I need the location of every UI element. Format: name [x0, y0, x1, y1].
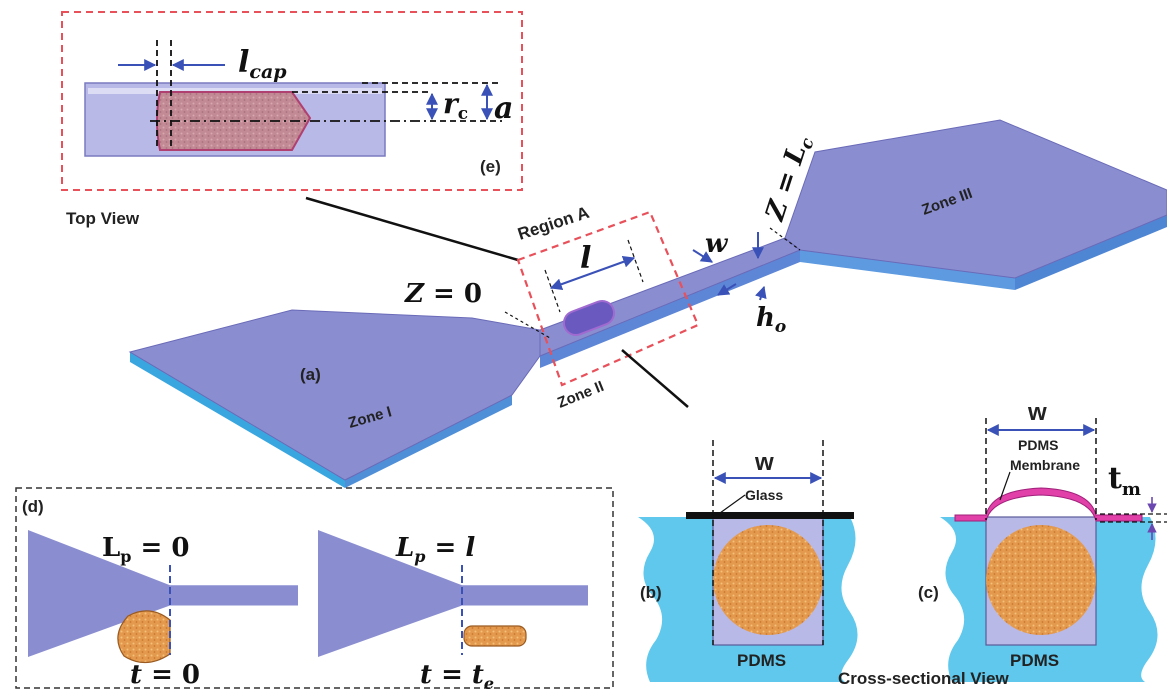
l-label: l — [580, 241, 591, 276]
w-label-b: w — [754, 449, 774, 476]
panel-a: Region A l Z = 0 Z = Lc w ho Zone I Zone… — [128, 119, 1167, 488]
panel-d: (d) Lp = 0 t = 0 Lp = l t = te — [15, 487, 614, 691]
panel-b-label: (b) — [640, 583, 662, 602]
glass-slide — [686, 512, 854, 519]
zone2-side-face — [540, 250, 800, 368]
w-arrow-left — [692, 249, 714, 263]
particle-te — [463, 625, 527, 647]
panel-c-label: (c) — [918, 583, 939, 602]
zlc-guide — [769, 227, 801, 251]
panel-a-label: (a) — [300, 365, 321, 384]
glass-pointer — [719, 494, 746, 514]
panel-d-label: (d) — [22, 497, 44, 516]
funnel-left — [28, 530, 298, 657]
zone3-top-face — [784, 119, 1167, 279]
lpl-label: Lp = l — [395, 533, 475, 566]
cross-section-caption: Cross-sectional View — [838, 669, 1009, 688]
panel-c: w PDMS Membrane tm PDMS (c) — [918, 399, 1167, 682]
funnel-right — [318, 530, 588, 657]
w-label: w — [705, 229, 729, 259]
t0-label: t = 0 — [130, 660, 200, 690]
l-guide-right — [627, 239, 644, 283]
membrane-pointer — [999, 471, 1011, 501]
h0-arrow-down — [716, 283, 737, 296]
particle-t0 — [117, 610, 171, 664]
pdms-label-b: PDMS — [737, 651, 786, 670]
a-label: a — [494, 91, 513, 126]
h0-label: ho — [756, 303, 786, 337]
panel-e-frame — [61, 11, 523, 191]
panel-b: w Glass PDMS (b) — [638, 440, 858, 682]
h0-arrow-up — [755, 285, 767, 301]
lp0-label: Lp = 0 — [102, 533, 189, 566]
zoom-line-lower — [621, 349, 689, 408]
zone3-side-face — [1015, 215, 1167, 290]
zone3-front-face — [800, 250, 1015, 290]
te-label: t = te — [420, 660, 494, 691]
zone1-side-face — [345, 395, 512, 488]
tm-label: tm — [1108, 461, 1141, 500]
l-cap-label: lcap — [238, 45, 287, 83]
panel-d-frame — [15, 487, 614, 689]
rc-label: rc — [443, 87, 468, 124]
panel-e-label: (e) — [480, 157, 501, 176]
l-guide-left — [544, 269, 561, 313]
w-label-c: w — [1027, 399, 1047, 426]
region-a-box — [516, 210, 700, 387]
zoom-line-upper — [305, 196, 519, 262]
top-view-caption: Top View — [66, 209, 140, 228]
particle-c — [986, 525, 1096, 635]
particle-b — [713, 525, 823, 635]
z0-label: Z = 0 — [404, 279, 482, 309]
membrane-label-line1: PDMS — [1018, 437, 1058, 453]
pdms-label-c: PDMS — [1010, 651, 1059, 670]
l-arrow — [549, 256, 636, 290]
channel-particle — [562, 299, 616, 337]
zone1-front-face — [130, 352, 345, 488]
panel-e: lcap rc a (e) Top View — [61, 11, 523, 262]
z0-guide — [504, 311, 551, 339]
glass-label: Glass — [745, 487, 783, 503]
membrane-label-line2: Membrane — [1010, 457, 1080, 473]
zone2-label: Zone II — [555, 378, 606, 412]
